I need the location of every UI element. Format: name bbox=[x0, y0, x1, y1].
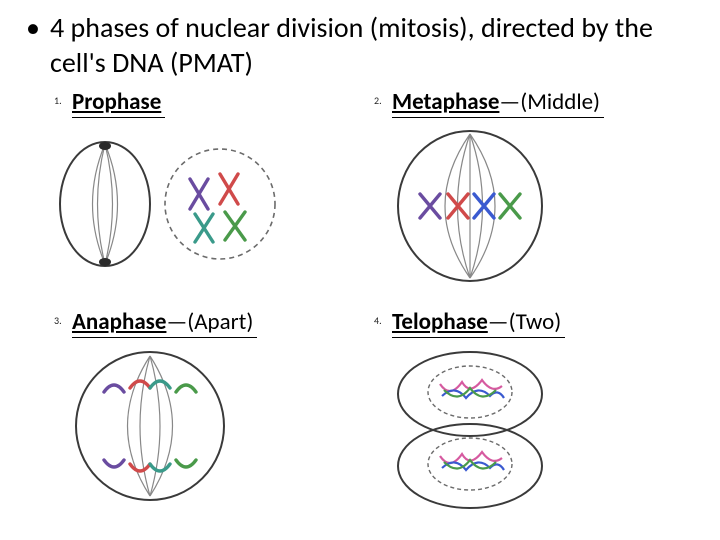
label-prophase: Prophase bbox=[72, 88, 165, 118]
num-1: 1. bbox=[54, 94, 62, 107]
bullet: • bbox=[26, 10, 40, 45]
name-metaphase: Metaphase bbox=[392, 88, 499, 116]
name-telophase: Telophase bbox=[392, 308, 488, 336]
label-anaphase: Anaphase—(Apart) bbox=[72, 308, 257, 338]
diagram-anaphase bbox=[50, 344, 350, 514]
label-metaphase: Metaphase—(Middle) bbox=[392, 88, 604, 118]
cell-telophase: 4. Telophase—(Two) bbox=[370, 308, 690, 528]
suffix-metaphase: —(Middle) bbox=[499, 88, 600, 116]
cell-metaphase: 2. Metaphase—(Middle) bbox=[370, 88, 690, 308]
cell-anaphase: 3. Anaphase—(Apart) bbox=[50, 308, 370, 528]
suffix-anaphase: —(Apart) bbox=[166, 308, 253, 336]
diagram-metaphase bbox=[370, 124, 670, 294]
name-anaphase: Anaphase bbox=[72, 308, 166, 336]
cell-prophase: 1. Prophase bbox=[50, 88, 370, 308]
phase-grid: 1. Prophase bbox=[50, 88, 690, 528]
label-telophase: Telophase—(Two) bbox=[392, 308, 565, 338]
heading-text: • 4 phases of nuclear division (mitosis)… bbox=[50, 10, 690, 80]
slide-page: • 4 phases of nuclear division (mitosis)… bbox=[0, 0, 720, 540]
num-4: 4. bbox=[374, 314, 382, 327]
name-prophase: Prophase bbox=[72, 88, 161, 116]
num-2: 2. bbox=[374, 94, 382, 107]
heading-content: 4 phases of nuclear division (mitosis), … bbox=[50, 10, 653, 80]
num-3: 3. bbox=[54, 314, 62, 327]
diagram-prophase bbox=[50, 124, 350, 294]
diagram-telophase bbox=[370, 344, 670, 514]
suffix-telophase: —(Two) bbox=[488, 308, 561, 336]
